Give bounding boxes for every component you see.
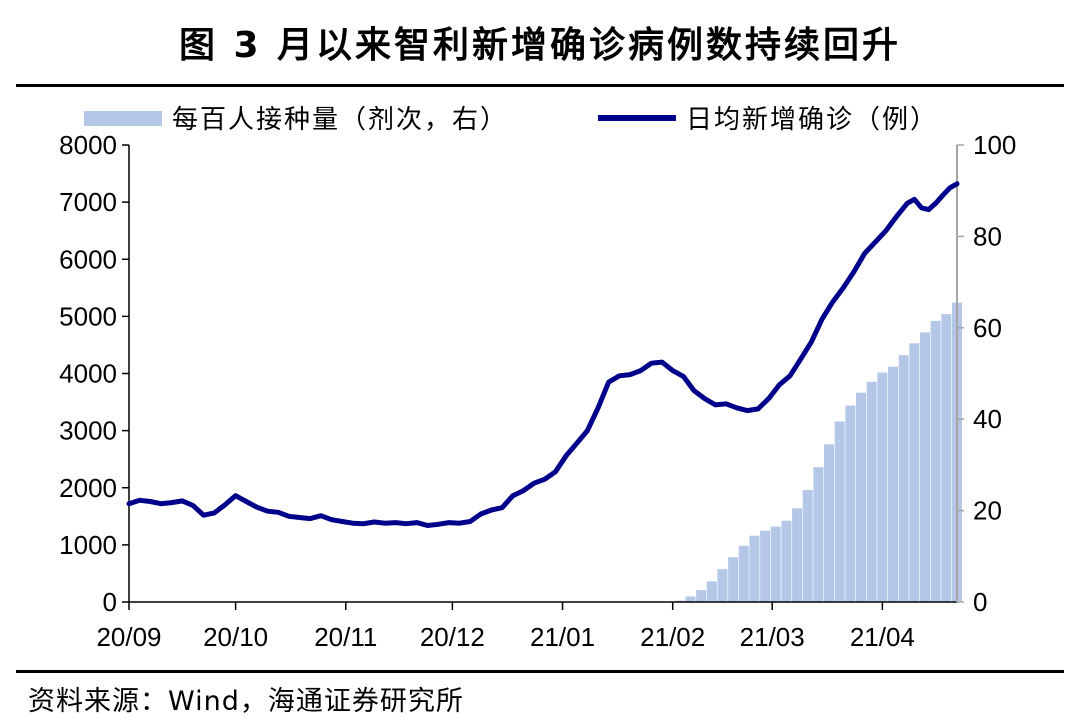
x-tick-label: 20/09 <box>96 622 161 652</box>
vaccination-bar <box>888 366 899 602</box>
vaccination-bar <box>824 444 835 602</box>
legend-line-label: 日均新增确诊（例） <box>686 105 938 135</box>
x-tick-label: 20/11 <box>314 622 377 652</box>
x-tick-label: 21/04 <box>850 622 915 652</box>
right-y-tick-label: 20 <box>973 496 1002 526</box>
daily-cases-line <box>126 181 960 528</box>
vaccination-bars <box>674 302 962 602</box>
vaccination-bar <box>717 569 728 602</box>
left-y-tick-label: 5000 <box>59 301 117 331</box>
vaccination-bar <box>770 526 781 602</box>
left-y-tick-label: 7000 <box>59 187 117 217</box>
chart: 每百人接种量（剂次，右） 日均新增确诊（例） 01000200030004000… <box>59 105 1016 652</box>
x-tick-label: 20/10 <box>203 622 268 652</box>
vaccination-bar <box>856 392 867 602</box>
legend-bar-label: 每百人接种量（剂次，右） <box>172 105 508 135</box>
title-bar: 图 3 月以来智利新增确诊病例数持续回升 <box>16 0 1064 87</box>
vaccination-bar <box>941 314 952 602</box>
vaccination-bar <box>802 490 813 602</box>
vaccination-bar <box>898 355 909 602</box>
left-y-tick-label: 3000 <box>59 416 117 446</box>
vaccination-bar <box>813 467 824 602</box>
right-y-tick-label: 0 <box>973 587 987 617</box>
left-y-tick-label: 1000 <box>59 530 117 560</box>
vaccination-bar <box>845 405 856 602</box>
legend-bar-swatch <box>84 111 162 126</box>
vaccination-bar <box>749 535 760 602</box>
source-note: 资料来源：Wind，海通证券研究所 <box>28 686 464 717</box>
left-y-tick-label: 4000 <box>59 359 117 389</box>
x-tick-label: 20/12 <box>420 622 485 652</box>
vaccination-bar <box>760 530 771 602</box>
right-y-tick-label: 80 <box>973 221 1002 251</box>
left-y-tick-label: 8000 <box>59 130 117 160</box>
vaccination-bar <box>834 421 845 602</box>
vaccination-bar <box>728 557 739 602</box>
vaccination-bar <box>920 332 931 602</box>
left-y-tick-label: 2000 <box>59 473 117 503</box>
vaccination-bar <box>909 343 920 602</box>
vaccination-bar <box>685 596 696 602</box>
axes: 0 1000 2000 3000 4000 5000 6000 7000 8000 0 20 40 60… <box>59 130 1016 652</box>
vaccination-bar <box>877 372 888 602</box>
vaccination-bar <box>781 520 792 602</box>
vaccination-bar <box>738 545 749 602</box>
source-bar: 资料来源：Wind，海通证券研究所 <box>16 670 1064 721</box>
legend: 每百人接种量（剂次，右） 日均新增确诊（例） <box>84 105 938 135</box>
vaccination-bar <box>792 508 803 602</box>
vaccination-bar <box>696 590 707 602</box>
right-y-tick-label: 100 <box>973 130 1016 160</box>
left-y-tick-label: 0 <box>103 587 117 617</box>
page-title: 图 3 月以来智利新增确诊病例数持续回升 <box>178 25 902 66</box>
vaccination-bar <box>930 320 941 602</box>
right-y-tick-label: 60 <box>973 313 1002 343</box>
left-y-tick-label: 6000 <box>59 244 117 274</box>
x-tick-label: 21/02 <box>640 622 705 652</box>
right-y-tick-label: 40 <box>973 404 1002 434</box>
x-tick-label: 21/01 <box>530 622 595 652</box>
x-tick-label: 21/03 <box>740 622 805 652</box>
vaccination-bar <box>866 381 877 602</box>
vaccination-bar <box>706 581 717 602</box>
